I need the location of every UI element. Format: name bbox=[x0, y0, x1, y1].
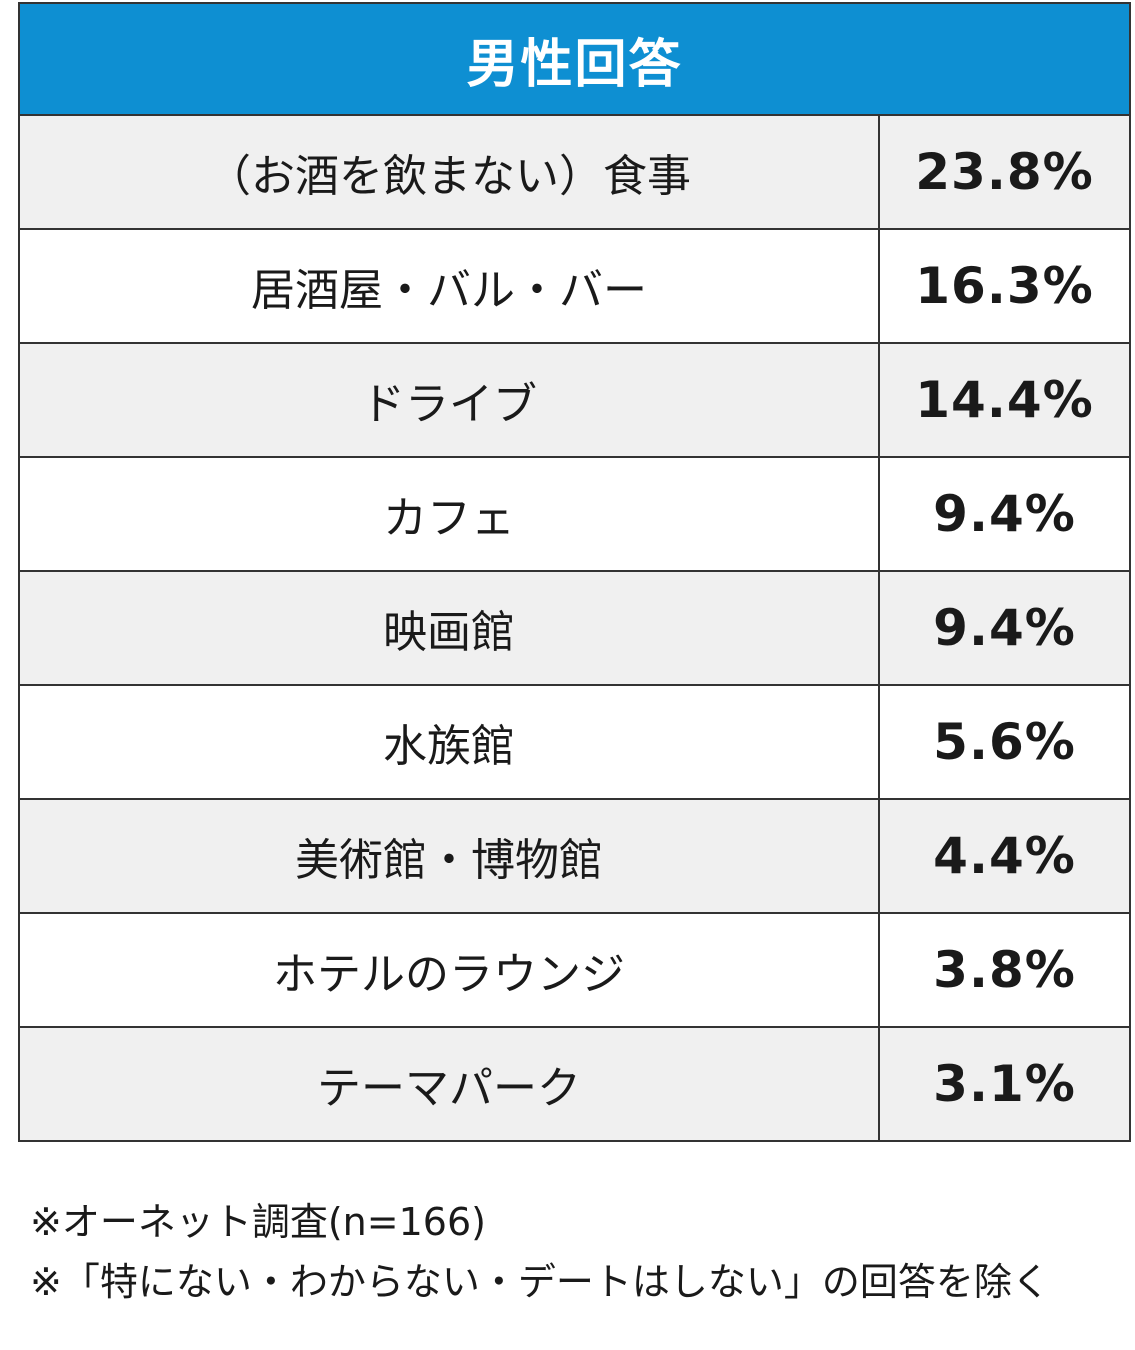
row-label: 美術館・博物館 bbox=[20, 800, 880, 912]
row-label: 居酒屋・バル・バー bbox=[20, 230, 880, 342]
table-row: 水族館 5.6% bbox=[20, 686, 1129, 800]
table-body: （お酒を飲まない）食事 23.8% 居酒屋・バル・バー 16.3% ドライブ 14.4% カ… bbox=[20, 116, 1129, 1140]
table-row: カフェ 9.4% bbox=[20, 458, 1129, 572]
table-row: 美術館・博物館 4.4% bbox=[20, 800, 1129, 914]
row-label: ドライブ bbox=[20, 344, 880, 456]
table-row: テーマパーク 3.1% bbox=[20, 1028, 1129, 1140]
footnotes: ※オーネット調査(n=166) ※「特にない・わからない・デートはしない」の回答… bbox=[30, 1192, 1050, 1312]
row-value: 23.8% bbox=[915, 143, 1094, 201]
table-row: （お酒を飲まない）食事 23.8% bbox=[20, 116, 1129, 230]
results-table: 男性回答 （お酒を飲まない）食事 23.8% 居酒屋・バル・バー 16.3% ドライブ 1… bbox=[18, 2, 1131, 1142]
row-value: 14.4% bbox=[915, 371, 1094, 429]
row-value: 5.6% bbox=[933, 713, 1076, 771]
row-label: ホテルのラウンジ bbox=[20, 914, 880, 1026]
table-title: 男性回答 bbox=[20, 4, 1129, 116]
row-value: 4.4% bbox=[933, 827, 1076, 885]
row-value: 16.3% bbox=[915, 257, 1094, 315]
table-row: ドライブ 14.4% bbox=[20, 344, 1129, 458]
table-row: 居酒屋・バル・バー 16.3% bbox=[20, 230, 1129, 344]
row-label: 水族館 bbox=[20, 686, 880, 798]
row-value: 3.1% bbox=[933, 1055, 1076, 1113]
row-label: 映画館 bbox=[20, 572, 880, 684]
row-value: 9.4% bbox=[933, 599, 1076, 657]
row-label: テーマパーク bbox=[20, 1028, 880, 1140]
table-row: 映画館 9.4% bbox=[20, 572, 1129, 686]
row-label: カフェ bbox=[20, 458, 880, 570]
table-row: ホテルのラウンジ 3.8% bbox=[20, 914, 1129, 1028]
row-value: 9.4% bbox=[933, 485, 1076, 543]
footnote-exclusion: ※「特にない・わからない・デートはしない」の回答を除く bbox=[30, 1260, 1050, 1304]
row-label: （お酒を飲まない）食事 bbox=[20, 116, 880, 228]
footnote-survey: ※オーネット調査(n=166) bbox=[30, 1200, 486, 1244]
row-value: 3.8% bbox=[933, 941, 1076, 999]
